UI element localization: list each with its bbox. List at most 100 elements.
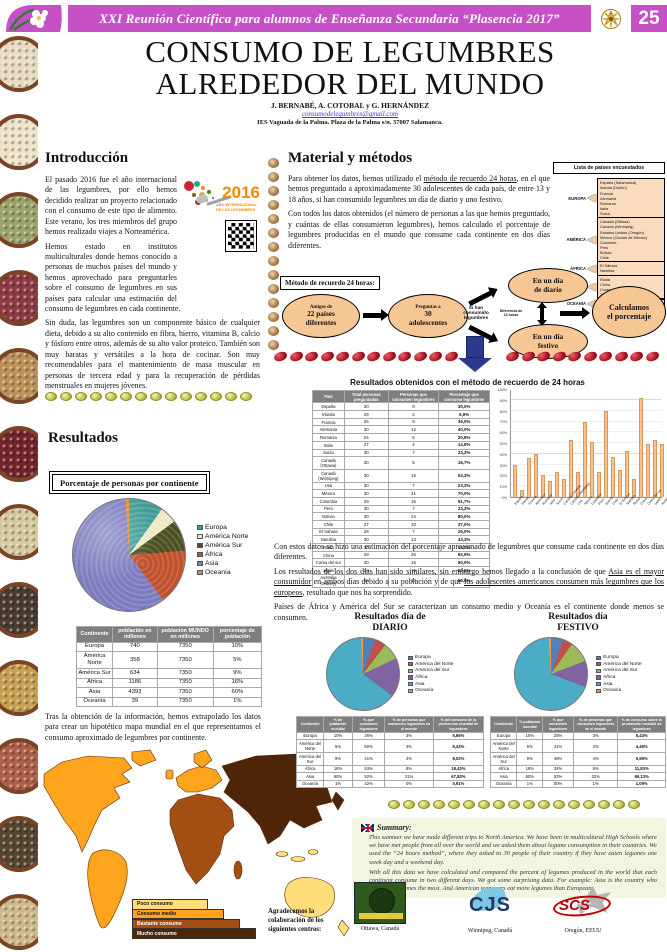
table-cell: 0,91% [432, 779, 485, 789]
table-row: Europa 10% 25% 3% 5,43% [489, 731, 666, 741]
bean-icon [520, 350, 536, 362]
bean-icon [478, 800, 490, 809]
bean-icon [268, 340, 279, 350]
table-cell: 7350 [156, 677, 214, 689]
ottawa-school-logo-icon [354, 882, 406, 924]
bar [589, 441, 595, 497]
bean-icon [268, 214, 279, 224]
discussion-paragraph-3: Países de África y América del Sur se ca… [274, 602, 664, 622]
bar [575, 472, 581, 497]
table-cell: 7 [387, 504, 440, 514]
cell: 40% [499, 452, 507, 457]
bar [617, 470, 622, 497]
bean-icon [75, 392, 87, 401]
table-cell: Europa [489, 731, 518, 741]
mini-bean-column [268, 158, 279, 350]
table-cell: Oceanía [75, 696, 114, 708]
table-cell: 358 [112, 651, 158, 670]
table-cell: 21 [387, 489, 440, 498]
table-cell: 4% [572, 752, 619, 766]
table-cell: 30 [343, 425, 389, 435]
arrow-up-right-icon [468, 290, 492, 307]
table-cell: 25% [542, 731, 574, 741]
table-header-row: País Total personas preguntadas Personas q… [312, 389, 490, 404]
table-row: Alemania 30 12 40,0% [312, 425, 490, 435]
legume-bowl [0, 192, 38, 248]
table-cell: 26 [343, 573, 389, 588]
flow-node-friends: Amigos de 22 países diferentes [282, 294, 360, 338]
table-cell: 28 [343, 527, 389, 537]
country-item: Italia [600, 205, 609, 211]
bean-icon [388, 800, 400, 809]
extrapolado-paragraph: Tras la obtención de la información, hem… [45, 712, 261, 742]
legend-item: América Sur [197, 542, 248, 549]
cell: % de personas que consumen legumbres en … [572, 716, 619, 733]
table-row: Usa 30 7 23,3% [312, 481, 490, 491]
cell: Continente [75, 626, 114, 643]
legume-cluster-icon [184, 181, 194, 191]
cell: 60% [499, 431, 507, 436]
bar [631, 479, 636, 497]
year-2016-logo: 2016 [222, 183, 260, 202]
table-cell: 30 [343, 448, 389, 458]
legend-swatch [596, 668, 601, 674]
email-link[interactable]: consumodelegumbres@gmail.com [301, 110, 399, 118]
bean-icon [288, 350, 304, 362]
table-cell: Rumania [312, 433, 345, 442]
table-cell: Canadá (Winnipeg) [312, 468, 345, 483]
table-cell: 10% [212, 641, 263, 653]
table-cell: 16% [323, 764, 353, 774]
cell: 80% [499, 409, 507, 414]
legend-item: Asia [197, 560, 248, 567]
table-row: Colombia 29 15 51,7% [312, 496, 490, 506]
cell: 50% [499, 441, 507, 446]
cell: España [513, 494, 524, 506]
bean-icon [225, 392, 237, 401]
table-cell: 69,13% [617, 772, 666, 781]
table-row: América Norte 358 7350 5% [75, 651, 263, 670]
festivo-pie [514, 637, 589, 712]
country-item: Rumanía [600, 200, 616, 206]
x-axis-labels: España Irlanda Francia Alemania Rumania Itali… [510, 481, 667, 506]
table-cell: América del Norte [489, 739, 518, 754]
table-cell: 25 [343, 417, 389, 427]
table-cell: 50% [351, 739, 386, 754]
cell: 100% [497, 388, 507, 392]
table-cell: 39 [112, 696, 158, 708]
bean-icon [45, 392, 57, 401]
region-label: OCEANÍA [553, 299, 597, 308]
legume-bowl [0, 426, 38, 482]
table-cell: 51,7% [438, 496, 490, 506]
table-cell: 48% [542, 752, 574, 766]
arrow-right-icon [363, 309, 389, 321]
table-cell: Colombia [312, 496, 345, 506]
legend-swatch [408, 662, 413, 667]
flow-node-questions: Preguntas a 30 adolescentes [388, 294, 468, 338]
legend-swatch [596, 688, 601, 693]
bean-icon [443, 350, 459, 362]
region-label: AMÉRICA [553, 235, 597, 244]
bean-icon [319, 350, 335, 362]
country-item: Suiza [600, 210, 610, 216]
table-cell: 15 [387, 496, 440, 506]
bean-icon [598, 350, 613, 362]
bar [659, 443, 664, 497]
legend-item: África [596, 675, 641, 680]
diario-legend: Europa América del Norte América del Sur Áf… [408, 654, 454, 695]
cell: Canadá (Winnipeg) [569, 481, 590, 506]
bar [603, 411, 608, 497]
bean-icon [538, 800, 550, 809]
bean-icon [268, 284, 279, 294]
country-item: Alemania [600, 195, 617, 201]
table-cell: 7350 [156, 687, 214, 698]
table-cell: 16% [516, 764, 544, 774]
cell: Suiza [555, 496, 564, 506]
cell: Bolivia [604, 495, 614, 506]
arrow-left-icon [587, 283, 596, 292]
table-cell: 31% [384, 772, 434, 781]
table-cell: Italia [312, 440, 345, 450]
table-cell: 30 [343, 504, 389, 514]
bean-icon [536, 350, 551, 362]
table-row: Irlanda 29 2 6,9% [312, 410, 490, 419]
table-cell: 27 [343, 440, 389, 450]
